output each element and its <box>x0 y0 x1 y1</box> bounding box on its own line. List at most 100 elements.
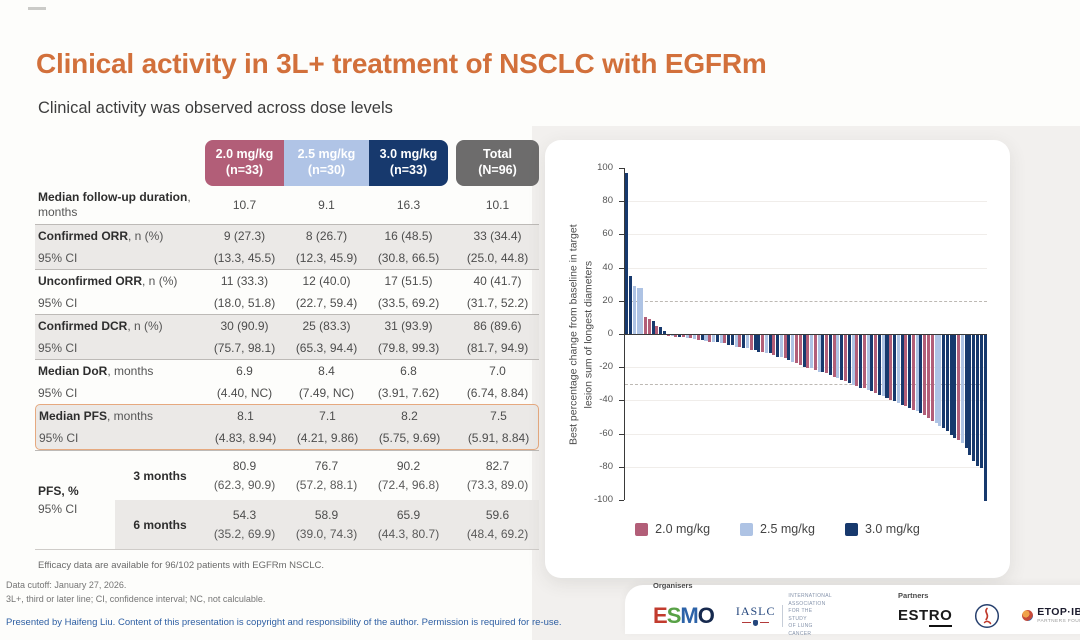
waterfall-bar <box>911 335 915 410</box>
waterfall-bar <box>810 335 814 369</box>
waterfall-bar <box>919 335 923 414</box>
table-cell: 65.9 (44.3, 80.7) <box>369 506 448 543</box>
slide-title: Clinical activity in 3L+ treatment of NS… <box>36 48 767 79</box>
waterfall-bar <box>847 335 851 384</box>
y-axis-line <box>624 168 625 500</box>
waterfall-bar <box>719 335 723 344</box>
table-cell: 6.9 <box>236 364 253 378</box>
waterfall-bar <box>893 335 897 402</box>
table-cell: (3.91, 7.62) <box>377 386 440 400</box>
waterfall-bar <box>896 335 900 404</box>
rate-value: 54.3 <box>232 507 257 522</box>
waterfall-bar <box>708 335 712 342</box>
esmo-letter: O <box>697 602 715 628</box>
column-header-n: (N=96) <box>478 163 517 177</box>
y-tick-mark <box>619 168 624 169</box>
iaslc-desc-line: FOR THE STUDY <box>788 608 813 622</box>
waterfall-bar <box>949 335 953 435</box>
gridline <box>625 267 987 269</box>
waterfall-bar <box>874 335 878 394</box>
pfs-subrow: 3 months 80.9 (62.3, 90.9) 76.7 (57.2, 88.1)… <box>115 451 539 500</box>
column-header-dose: Total <box>483 147 512 162</box>
table-cell: (79.8, 99.3) <box>377 341 440 355</box>
table-cell: 33 (34.4) <box>473 229 522 243</box>
iaslc-desc-line: INTERNATIONAL <box>788 593 832 599</box>
iaslc-desc-line: OF LUNG CANCER <box>788 623 813 637</box>
y-tick-label: -60 <box>599 427 613 439</box>
iaslc-logo: IASLC INTERNATIONAL ASSOCIATION FOR THE ST… <box>736 593 832 638</box>
rate-value: 82.7 <box>485 458 510 473</box>
table-cell: 11 (33.3) <box>220 274 269 288</box>
footnote-data-cutoff: Data cutoff: January 27, 2026. <box>6 580 127 590</box>
table-cell: 10.7 <box>232 198 257 212</box>
waterfall-bar <box>855 335 859 387</box>
table-cell: (75.7, 98.1) <box>213 341 276 355</box>
waterfall-bar <box>745 335 749 349</box>
legend-label: 3.0 mg/kg <box>864 522 920 536</box>
organisers-label: Organisers <box>653 581 693 590</box>
table-cell: (12.3, 45.9) <box>295 251 358 265</box>
table-body: Median follow-up duration, months 10.7 9.1… <box>35 186 539 450</box>
table-group: Median follow-up duration, months 10.7 9.1… <box>35 186 539 224</box>
table-cell: 9.1 <box>318 198 335 212</box>
table-cell: 31 (93.9) <box>384 319 433 333</box>
waterfall-bar <box>663 330 667 334</box>
column-header-dose: 2.5 mg/kg <box>297 147 356 162</box>
pfs-label-line2: 95% CI <box>38 502 78 516</box>
waterfall-bar <box>644 317 648 334</box>
table-cell: 8 (26.7) <box>305 229 348 243</box>
etop-ibcsg-logo: ETOP·IBCSG PARTNERS FOUNDATION <box>1022 607 1080 624</box>
table-cell: 80.9 (62.3, 90.9) <box>205 457 284 494</box>
waterfall-bar <box>798 335 802 365</box>
waterfall-bar <box>636 287 640 334</box>
efficacy-table: 2.0 mg/kg (n=33) 2.5 mg/kg (n=30) 3.0 mg/kg(… <box>35 140 539 550</box>
rate-ci: (62.3, 90.9) <box>213 477 276 492</box>
gridline <box>625 201 987 203</box>
table-row: 95% CI (75.7, 98.1) (65.3, 94.4) (79.8, 99.… <box>35 337 539 359</box>
table-footnote: Efficacy data are available for 96/102 p… <box>38 560 325 571</box>
waterfall-bar <box>791 335 795 362</box>
waterfall-bar <box>866 335 870 390</box>
table-group: Confirmed ORR, n (%) 9 (27.3) 8 (26.7) 16 (… <box>35 224 539 269</box>
table-row: 95% CI (4.83, 8.94) (4.21, 9.86) (5.75, 9.6… <box>36 427 538 449</box>
iaslc-wordmark: IASLC <box>735 604 776 618</box>
row-label: Median PFS, months <box>39 408 154 423</box>
waterfall-bar <box>772 335 776 355</box>
waterfall-bar <box>696 335 700 340</box>
waterfall-chart-card: Best percentage change from baseline in … <box>545 140 1010 578</box>
waterfall-bar <box>862 335 866 389</box>
waterfall-bar <box>945 335 949 432</box>
pfs-subrows: 3 months 80.9 (62.3, 90.9) 76.7 (57.2, 88.1)… <box>115 451 539 549</box>
waterfall-bar <box>764 335 768 354</box>
esmo-letter: M <box>680 602 698 628</box>
y-tick-mark <box>619 466 624 468</box>
column-header-dose: 3.0 mg/kg <box>379 147 438 162</box>
table-row: Confirmed DCR, n (%) 30 (90.9) 25 (83.3) 31… <box>35 315 539 337</box>
waterfall-bar <box>727 335 731 345</box>
rate-value: 90.2 <box>396 458 421 473</box>
y-tick-mark <box>619 433 624 435</box>
reference-line <box>625 300 987 302</box>
rate-value: 76.7 <box>314 458 339 473</box>
column-header-n: (n=33) <box>225 163 264 177</box>
waterfall-bar <box>787 335 791 360</box>
y-tick-mark <box>619 500 624 501</box>
rate-value: 59.6 <box>485 507 510 522</box>
waterfall-bar <box>666 335 670 336</box>
table-cell: 9 (27.3) <box>223 229 266 243</box>
row-label: 95% CI <box>38 295 78 310</box>
waterfall-bar <box>629 275 633 334</box>
etop-subtext: PARTNERS FOUNDATION <box>1037 618 1080 624</box>
congress-logos-card: Organisers ESMO IASLC INTERNATIONAL ASSOC… <box>625 581 1080 637</box>
table-group: Unconfirmed ORR, n (%) 11 (33.3) 12 (40.0)… <box>35 269 539 314</box>
column-header: 2.5 mg/kg (n=30) <box>284 140 369 186</box>
y-tick-label: -100 <box>593 494 613 505</box>
table-group: Median PFS, months 8.1 7.1 8.2 7.5 95% CI (4.8… <box>35 404 539 450</box>
esmo-logo: ESMO <box>653 602 715 628</box>
waterfall-bar <box>972 335 976 462</box>
waterfall-bar <box>930 335 934 422</box>
waterfall-bar <box>957 335 961 440</box>
waterfall-bar <box>685 335 689 339</box>
row-label: 95% CI <box>39 430 79 445</box>
table-cell: 16 (48.5) <box>384 229 433 243</box>
